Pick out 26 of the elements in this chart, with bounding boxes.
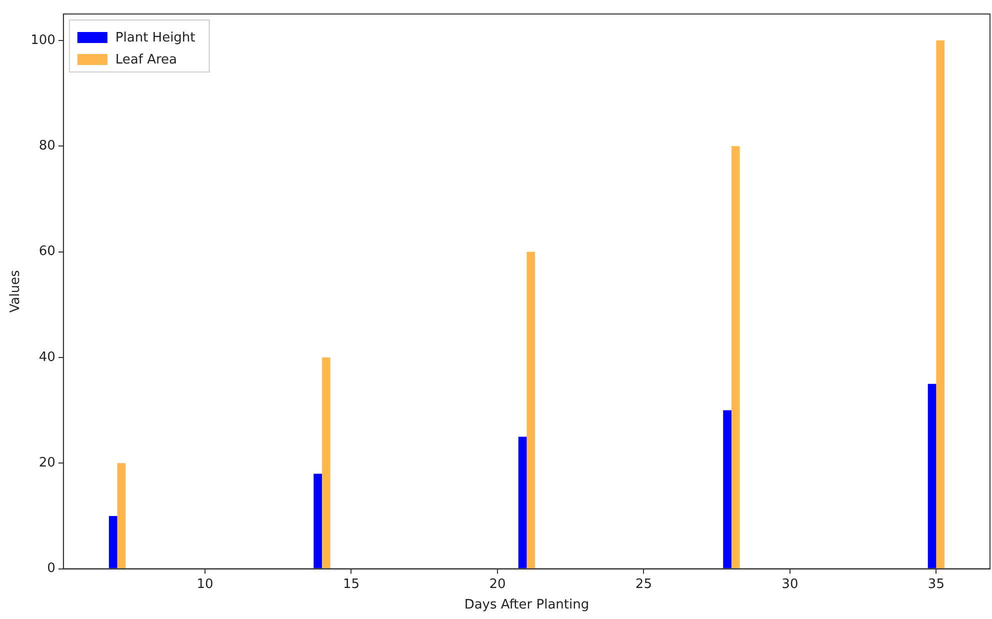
- bar: [314, 474, 322, 568]
- bar: [117, 463, 126, 568]
- x-tick-label: 20: [489, 576, 506, 592]
- bar: [928, 384, 936, 568]
- bar: [731, 146, 740, 568]
- y-tick-label: 100: [30, 32, 56, 48]
- x-axis-title: Days After Planting: [464, 598, 590, 613]
- y-tick-label: 0: [47, 561, 56, 576]
- bar: [936, 40, 945, 568]
- bar: [723, 410, 732, 568]
- x-tick-label: 10: [196, 576, 214, 592]
- bar: [518, 436, 527, 568]
- bar: [108, 516, 118, 568]
- x-tick-label: 25: [635, 576, 652, 592]
- bar: [322, 357, 330, 568]
- y-tick-label: 20: [38, 456, 56, 470]
- y-axis-title: Values: [8, 270, 24, 313]
- y-tick-label: 60: [38, 244, 56, 260]
- y-tick-label: 80: [38, 138, 56, 154]
- x-tick-label: 15: [342, 576, 360, 592]
- legend-label: Plant Height: [115, 30, 196, 46]
- bar: [526, 252, 536, 568]
- x-tick-label: 35: [928, 576, 944, 592]
- x-tick-label: 30: [782, 576, 798, 592]
- y-tick-label: 40: [38, 350, 56, 365]
- legend-label: Leaf Area: [115, 52, 178, 68]
